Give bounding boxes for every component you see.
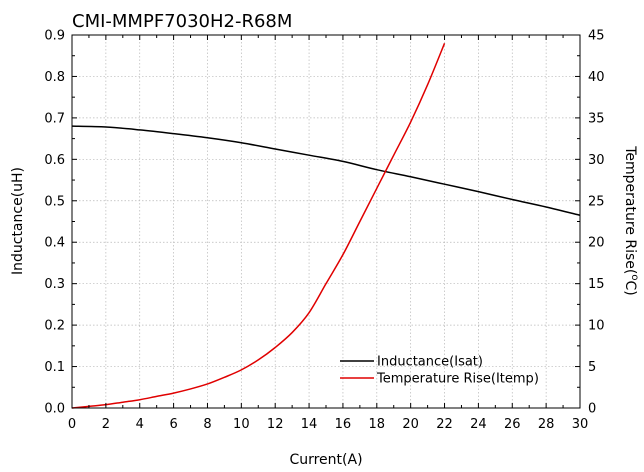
x-tick-label: 28 xyxy=(538,417,555,432)
y-tick-label: 0.3 xyxy=(44,277,65,292)
y2-axis-title-degree: o xyxy=(629,274,640,280)
y-tick-label: 0.8 xyxy=(44,70,65,85)
y2-tick-label: 45 xyxy=(588,29,605,44)
y-axis-title: Inductance(uH) xyxy=(10,167,26,275)
legend: Inductance(Isat) Temperature Rise(Itemp) xyxy=(340,355,539,387)
series-layer xyxy=(71,43,581,409)
x-axis-title: Current(A) xyxy=(289,452,362,468)
x-tick-label: 30 xyxy=(572,417,589,432)
y2-tick-label: 0 xyxy=(588,402,596,417)
y2-tick-label: 30 xyxy=(588,153,605,168)
y-tick-label: 0.0 xyxy=(44,402,65,417)
plot-frame xyxy=(71,34,581,409)
y-tick-label: 0.9 xyxy=(44,29,65,44)
y2-tick-label: 10 xyxy=(588,319,605,334)
grid xyxy=(72,35,580,408)
x-tick-label: 24 xyxy=(470,417,487,432)
x-tick-label: 0 xyxy=(68,417,76,432)
legend-label-inductance: Inductance(Isat) xyxy=(377,355,483,370)
y2-axis-title-main: Temperature Rise( xyxy=(622,145,638,274)
series-line-temperature-rise xyxy=(71,43,446,409)
y2-tick-label: 5 xyxy=(588,360,596,375)
y2-tick-label: 40 xyxy=(588,70,605,85)
y2-tick-label: 25 xyxy=(588,194,605,209)
x-tick-label: 22 xyxy=(436,417,453,432)
x-tick-label: 6 xyxy=(169,417,177,432)
x-tick-label: 16 xyxy=(335,417,352,432)
x-tick-label: 14 xyxy=(301,417,318,432)
x-tick-label: 2 xyxy=(102,417,110,432)
x-tick-label: 4 xyxy=(136,417,144,432)
y-tick-label: 0.1 xyxy=(44,360,65,375)
y2-tick-label: 35 xyxy=(588,111,605,126)
x-tick-label: 20 xyxy=(402,417,419,432)
y-tick-label: 0.2 xyxy=(44,319,65,334)
y2-axis-title-unit: C) xyxy=(622,281,638,296)
x-tick-label: 18 xyxy=(369,417,386,432)
y-tick-labels: 0.0 0.1 0.2 0.3 0.4 0.5 0.6 0.7 0.8 0.9 xyxy=(44,29,65,417)
y2-axis-title: Temperature Rise(oC) xyxy=(622,145,640,296)
legend-label-temperature-rise: Temperature Rise(Itemp) xyxy=(376,372,539,387)
x-tick-label: 8 xyxy=(203,417,211,432)
x-tick-label: 26 xyxy=(504,417,521,432)
series-line-inductance xyxy=(71,125,581,217)
x-tick-label: 10 xyxy=(233,417,250,432)
y2-tick-labels: 0 5 10 15 20 25 30 35 40 45 xyxy=(588,29,605,417)
y-tick-label: 0.7 xyxy=(44,111,65,126)
y-tick-label: 0.4 xyxy=(44,236,65,251)
ticks xyxy=(71,34,581,409)
x-tick-labels: 0 2 4 6 8 10 12 14 16 18 20 22 24 26 28 30 xyxy=(68,417,588,432)
y-tick-label: 0.6 xyxy=(44,153,65,168)
y2-tick-label: 15 xyxy=(588,277,605,292)
x-tick-label: 12 xyxy=(267,417,284,432)
y2-tick-label: 20 xyxy=(588,236,605,251)
chart-title: CMI-MMPF7030H2-R68M xyxy=(72,11,292,32)
y-tick-label: 0.5 xyxy=(44,194,65,209)
